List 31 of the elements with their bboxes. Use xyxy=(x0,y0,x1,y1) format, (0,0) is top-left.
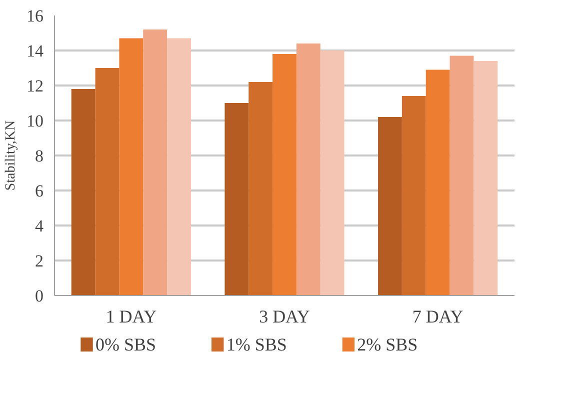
bar xyxy=(320,50,344,296)
bar xyxy=(378,117,402,296)
bar xyxy=(224,103,249,296)
y-tick-label: 14 xyxy=(26,42,44,60)
bar xyxy=(95,68,120,296)
y-tick-label: 16 xyxy=(26,6,44,26)
y-axis-title: Stability,KN xyxy=(4,120,18,191)
legend-label: 2% SBS xyxy=(357,334,418,354)
y-tick-label: 2 xyxy=(35,252,44,270)
x-tick-label: 7 DAY xyxy=(412,306,464,326)
y-tick-label: 8 xyxy=(35,146,44,166)
x-tick-label: 1 DAY xyxy=(106,306,157,326)
bar xyxy=(402,96,426,296)
bar xyxy=(272,54,296,296)
y-tick-label: 0 xyxy=(35,286,44,306)
y-tick-label: 12 xyxy=(26,76,44,96)
y-tick-label: 10 xyxy=(26,112,44,130)
y-tick-label: 4 xyxy=(35,216,44,236)
legend-label: 0% SBS xyxy=(95,334,156,354)
bar xyxy=(296,44,320,296)
bar xyxy=(426,70,450,296)
bar xyxy=(143,30,168,296)
bar xyxy=(119,38,144,296)
legend-label: 1% SBS xyxy=(226,334,287,354)
y-tick-label: 6 xyxy=(35,182,44,200)
bar xyxy=(71,89,96,296)
bar xyxy=(167,38,191,296)
bar xyxy=(450,56,474,296)
bar xyxy=(474,61,498,296)
bar xyxy=(248,82,273,296)
x-tick-label: 3 DAY xyxy=(259,306,310,326)
